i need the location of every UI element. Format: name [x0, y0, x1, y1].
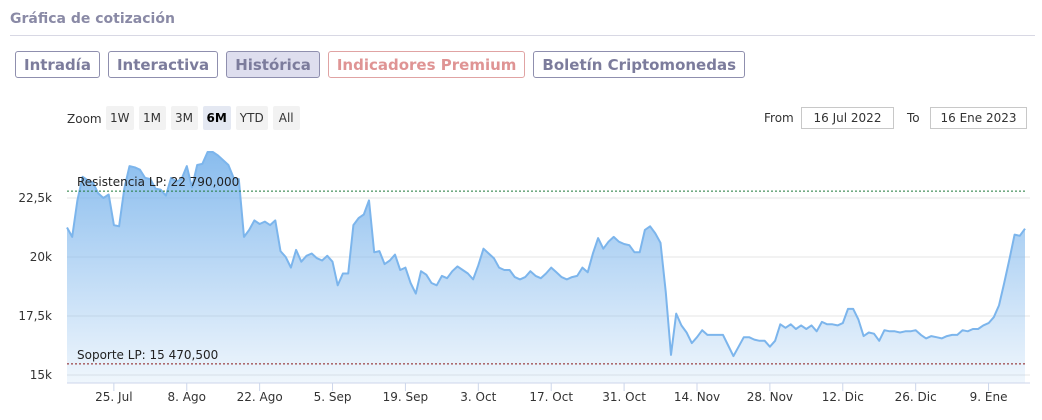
zoom-all-button[interactable]: All: [272, 106, 300, 130]
x-tick-label: 19. Sep: [383, 390, 429, 404]
zoom-1m-button[interactable]: 1M: [138, 106, 166, 130]
from-date-input[interactable]: 16 Jul 2022: [801, 107, 894, 129]
x-tick-label: 3. Oct: [460, 390, 496, 404]
from-label: From: [764, 111, 794, 125]
x-tick-label: 25. Jul: [95, 390, 132, 404]
y-tick-label: 15k: [30, 368, 52, 382]
x-axis: 25. Jul 8. Ago 22. Ago 5. Sep 19. Sep 3. Oct 1…: [67, 382, 1030, 404]
x-tick-label: 8. Ago: [168, 390, 206, 404]
tab-interactiva[interactable]: Interactiva: [107, 51, 219, 78]
to-date-input[interactable]: 16 Ene 2023: [930, 107, 1027, 129]
series-line: [66, 151, 1026, 358]
x-tick-label: 9. Ene: [970, 390, 1008, 404]
plot-lines: Resistencia LP: 22 790,000 Soporte LP: 15…: [67, 175, 1027, 365]
series-area: [66, 151, 1026, 383]
y-tick-label: 20k: [30, 250, 52, 264]
series-area-fill: [67, 152, 1025, 383]
x-tick-label: 14. Nov: [674, 390, 720, 404]
zoom-label: Zoom: [67, 112, 102, 126]
y-tick-label: 17,5k: [18, 309, 52, 323]
page-title: Gráfica de cotización: [10, 11, 175, 27]
x-tick-label: 5. Sep: [314, 390, 352, 404]
zoom-buttons: 1W 1M 3M 6M YTD All: [106, 106, 300, 130]
zoom-1w-button[interactable]: 1W: [106, 106, 134, 130]
y-tick-label: 22,5k: [18, 191, 52, 205]
x-tick-label: 22. Ago: [237, 390, 283, 404]
x-tick-label: 26. Dic: [895, 390, 937, 404]
x-tick-label: 17. Oct: [529, 390, 573, 404]
title-divider: [10, 35, 1035, 36]
x-tick-label: 12. Dic: [822, 390, 864, 404]
tab-intradia[interactable]: Intradía: [15, 51, 100, 78]
tab-boletin-criptomonedas[interactable]: Boletín Criptomonedas: [533, 51, 746, 78]
y-axis-labels: 15k 17,5k 20k 22,5k: [18, 191, 52, 382]
zoom-ytd-button[interactable]: YTD: [235, 106, 268, 130]
support-label: Soporte LP: 15 470,500: [77, 348, 218, 362]
to-label: To: [907, 111, 920, 125]
tab-historica[interactable]: Histórica: [226, 51, 320, 78]
resistance-label: Resistencia LP: 22 790,000: [77, 175, 239, 189]
tab-indicadores-premium[interactable]: Indicadores Premium: [327, 51, 526, 78]
chart-tabs: Intradía Interactiva Histórica Indicador…: [15, 51, 746, 78]
zoom-6m-button[interactable]: 6M: [202, 106, 231, 130]
x-tick-label: 28. Nov: [747, 390, 793, 404]
zoom-3m-button[interactable]: 3M: [170, 106, 198, 130]
x-tick-label: 31. Oct: [602, 390, 646, 404]
